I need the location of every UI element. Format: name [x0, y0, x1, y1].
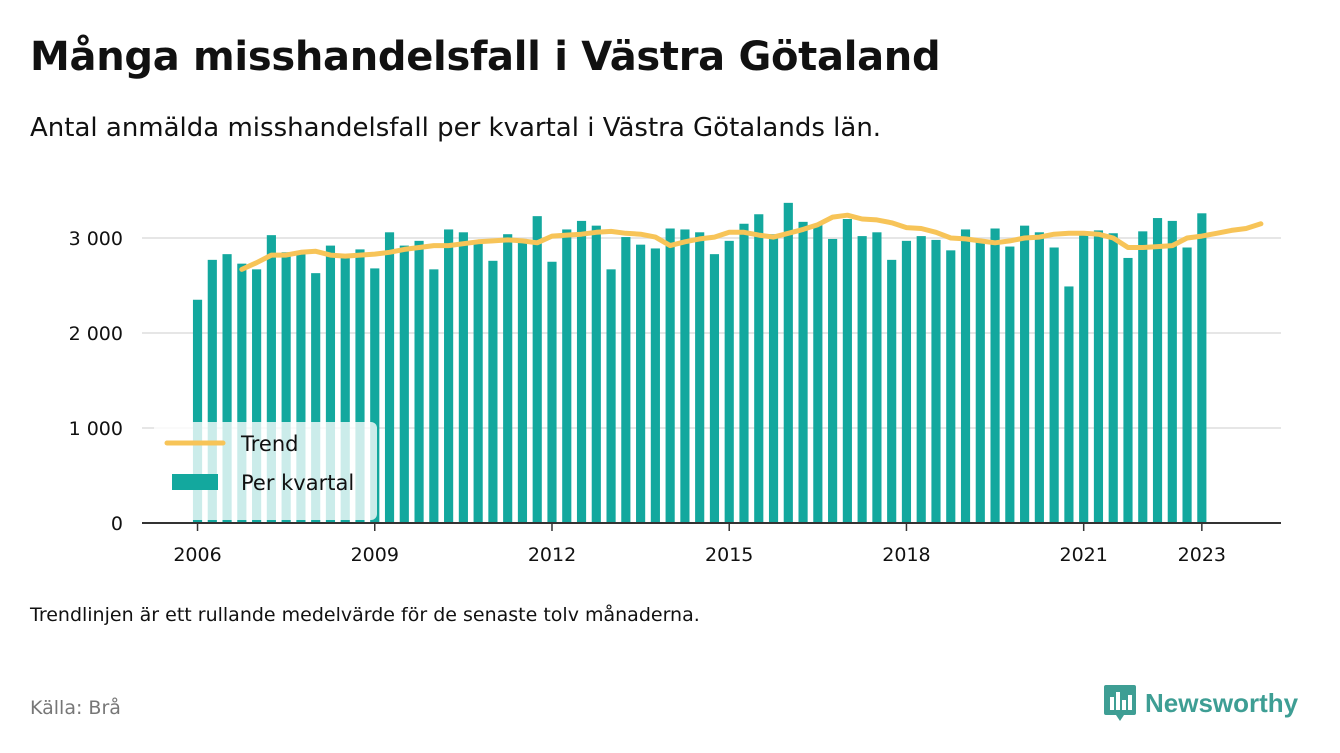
bar — [1108, 233, 1118, 523]
x-tick-label: 2015 — [705, 544, 753, 566]
bar — [842, 219, 852, 523]
bar — [754, 214, 764, 523]
bar — [399, 245, 409, 523]
axes: 0 1 000 2 000 3 000 2006 2009 2012 2015 2018 2021… — [69, 228, 1281, 566]
bar — [650, 248, 660, 523]
bar — [207, 259, 217, 523]
bar — [621, 237, 631, 524]
source-label: Källa: Brå — [30, 697, 121, 719]
bar — [1167, 220, 1177, 523]
bar — [473, 242, 483, 523]
newsworthy-logo: Newsworthy — [1103, 683, 1298, 723]
x-tick-label: 2009 — [351, 544, 399, 566]
bar — [296, 254, 306, 523]
bar — [916, 236, 926, 523]
y-tick-label: 1 000 — [69, 418, 123, 440]
bar — [606, 269, 616, 523]
bar — [562, 229, 572, 523]
bar — [591, 225, 601, 523]
bar — [355, 249, 365, 523]
bar — [1152, 218, 1163, 524]
bar — [783, 202, 793, 523]
bar — [281, 252, 291, 523]
bar — [931, 239, 941, 523]
bar — [1005, 246, 1015, 524]
bar — [192, 299, 203, 523]
bar — [872, 232, 882, 524]
bars-per-kvartal — [192, 202, 1207, 524]
bar — [739, 223, 749, 523]
bar — [1123, 257, 1133, 523]
x-tick-label: 2012 — [528, 544, 576, 566]
bar — [1138, 231, 1148, 523]
y-tick-label: 0 — [111, 513, 123, 535]
bar — [1064, 286, 1074, 523]
bar — [1020, 225, 1030, 523]
bar — [709, 254, 720, 523]
bar — [887, 259, 897, 523]
x-tick-label: 2023 — [1178, 544, 1226, 566]
bar — [901, 240, 912, 523]
bar — [695, 232, 705, 524]
bar — [547, 261, 557, 523]
bar — [458, 232, 468, 524]
bar — [857, 236, 867, 523]
bar — [828, 238, 838, 523]
bar — [768, 234, 779, 523]
legend-bar-label: Per kvartal — [241, 471, 354, 495]
bar — [532, 216, 542, 523]
x-tick-label: 2018 — [882, 544, 930, 566]
x-tick-label: 2021 — [1060, 544, 1108, 566]
trend-line-layer — [239, 212, 1264, 272]
bar — [414, 240, 424, 523]
bar — [636, 244, 646, 523]
bar — [488, 260, 498, 523]
bar — [975, 239, 985, 523]
brand-name: Newsworthy — [1145, 687, 1299, 718]
bar — [1182, 247, 1192, 523]
x-tick-label: 2006 — [173, 544, 221, 566]
trend-line — [239, 212, 1264, 272]
bar — [1079, 232, 1089, 524]
bar — [1049, 247, 1059, 523]
bar — [325, 245, 336, 523]
bar — [680, 229, 690, 523]
y-tick-label: 3 000 — [69, 228, 123, 250]
bar — [311, 273, 321, 523]
y-tick-label: 2 000 — [69, 323, 123, 345]
bar — [429, 269, 439, 523]
bar — [990, 228, 1000, 523]
bar — [237, 263, 247, 523]
bar — [798, 221, 808, 523]
legend-bar-swatch — [172, 474, 218, 490]
bar — [946, 250, 956, 523]
bar — [576, 220, 587, 523]
bar — [370, 268, 380, 523]
bar — [266, 235, 276, 523]
trend-note: Trendlinjen är ett rullande medelvärde f… — [30, 604, 700, 626]
bar — [517, 238, 528, 523]
bar — [813, 224, 823, 523]
bar — [222, 254, 232, 523]
bar — [503, 234, 513, 523]
bar-chart-speech-bubble-icon — [1104, 685, 1136, 721]
bar-chart: 0 1 000 2 000 3 000 2006 2009 2012 2015 2018 2021… — [69, 202, 1281, 566]
legend-trend-label: Trend — [240, 432, 298, 456]
bar — [960, 229, 971, 523]
bar — [1197, 213, 1207, 524]
bar — [665, 228, 675, 523]
bar — [724, 240, 734, 523]
bar — [340, 254, 350, 523]
bar — [384, 232, 395, 524]
chart-legend: Trend Per kvartal — [154, 422, 377, 520]
bar — [1093, 230, 1104, 523]
chart-title: Många misshandelsfall i Västra Götaland — [30, 34, 941, 80]
bar — [252, 269, 262, 523]
chart-subtitle: Antal anmälda misshandelsfall per kvarta… — [30, 113, 882, 143]
bar — [444, 229, 454, 523]
bar — [1034, 232, 1044, 524]
legend-background — [154, 422, 377, 520]
